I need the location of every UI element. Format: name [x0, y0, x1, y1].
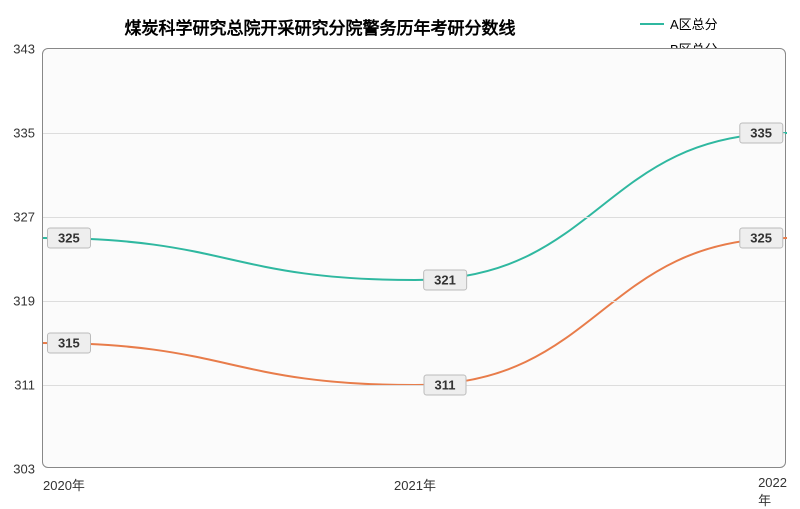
plot-area: 3033113193273353432020年2021年2022年3253213… [42, 48, 786, 468]
y-tick-label: 319 [13, 294, 43, 309]
legend-label: A区总分 [670, 14, 718, 33]
gridline [43, 301, 785, 302]
data-label: 325 [739, 228, 783, 249]
y-tick-label: 343 [13, 42, 43, 57]
series-line [43, 133, 787, 280]
legend-item: A区总分 [640, 14, 718, 33]
data-label: 321 [423, 270, 467, 291]
y-tick-label: 335 [13, 126, 43, 141]
chart-container: 煤炭科学研究总院开采研究分院警务历年考研分数线 A区总分B区总分 3033113… [0, 0, 800, 500]
x-tick-label: 2022年 [758, 467, 787, 509]
gridline [43, 133, 785, 134]
y-tick-label: 327 [13, 210, 43, 225]
y-tick-label: 311 [14, 378, 43, 393]
series-line [43, 238, 787, 385]
data-label: 325 [47, 228, 91, 249]
line-svg [43, 49, 787, 469]
data-label: 335 [739, 123, 783, 144]
y-tick-label: 303 [13, 462, 43, 477]
x-tick-label: 2021年 [394, 467, 436, 494]
data-label: 311 [424, 375, 467, 396]
data-label: 315 [47, 333, 91, 354]
chart-title: 煤炭科学研究总院开采研究分院警务历年考研分数线 [0, 14, 640, 39]
gridline [43, 217, 785, 218]
legend-swatch [640, 23, 664, 25]
x-tick-label: 2020年 [43, 467, 85, 494]
gridline [43, 385, 785, 386]
